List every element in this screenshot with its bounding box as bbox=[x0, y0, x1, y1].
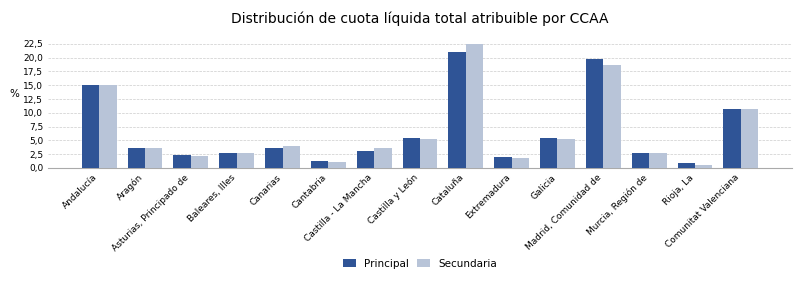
Bar bbox=[741, 109, 758, 168]
Bar bbox=[540, 138, 558, 168]
Bar bbox=[99, 85, 117, 168]
Bar bbox=[632, 152, 649, 168]
Bar bbox=[558, 139, 575, 168]
Y-axis label: %: % bbox=[10, 89, 20, 99]
Bar bbox=[219, 152, 237, 168]
Bar bbox=[282, 146, 300, 168]
Bar bbox=[402, 138, 420, 168]
Bar bbox=[420, 139, 438, 168]
Bar bbox=[145, 148, 162, 168]
Bar bbox=[191, 156, 208, 168]
Bar bbox=[311, 161, 328, 168]
Bar bbox=[82, 85, 99, 168]
Bar bbox=[449, 52, 466, 168]
Bar bbox=[128, 148, 145, 168]
Bar bbox=[357, 151, 374, 168]
Bar bbox=[237, 153, 254, 168]
Bar bbox=[174, 155, 191, 168]
Bar bbox=[512, 158, 529, 168]
Bar bbox=[678, 163, 695, 168]
Bar bbox=[695, 165, 712, 168]
Bar bbox=[649, 152, 666, 168]
Bar bbox=[586, 59, 603, 168]
Bar bbox=[328, 162, 346, 168]
Legend: Principal, Secundaria: Principal, Secundaria bbox=[343, 259, 497, 269]
Bar bbox=[723, 110, 741, 168]
Bar bbox=[265, 148, 282, 168]
Bar bbox=[494, 157, 512, 168]
Bar bbox=[466, 44, 483, 168]
Title: Distribución de cuota líquida total atribuible por CCAA: Distribución de cuota líquida total atri… bbox=[231, 12, 609, 26]
Bar bbox=[374, 148, 391, 168]
Bar bbox=[603, 65, 621, 168]
